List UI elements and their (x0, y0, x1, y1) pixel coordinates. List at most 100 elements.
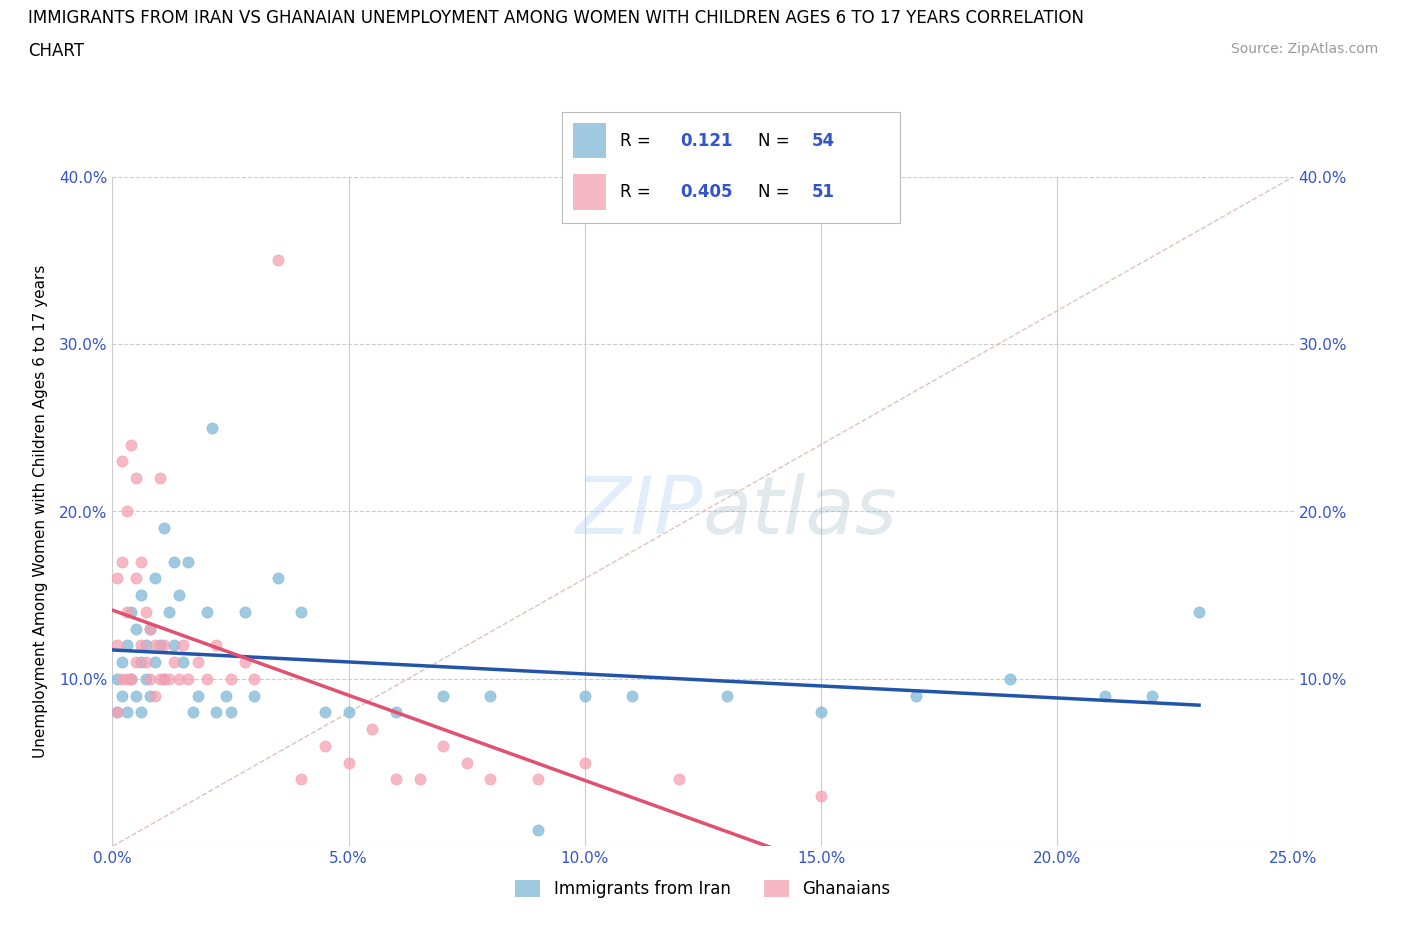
Point (167, 588, 190, 603)
Text: R =: R = (620, 183, 655, 201)
Point (139, 621, 162, 636)
Point (177, 554, 200, 569)
Point (233, 655, 256, 670)
Point (432, 688, 454, 703)
Point (904, 688, 927, 703)
Point (143, 655, 166, 670)
Point (125, 571, 148, 586)
Bar (572, 174, 606, 210)
Bar (572, 123, 606, 158)
Point (810, 705, 832, 720)
Point (314, 738, 336, 753)
Point (111, 554, 134, 569)
Point (129, 554, 152, 569)
Point (135, 655, 157, 670)
Point (135, 604, 157, 619)
Text: 0.121: 0.121 (681, 132, 733, 150)
Point (111, 454, 134, 469)
Point (1140, 688, 1163, 703)
Point (115, 671, 138, 686)
Point (149, 671, 172, 686)
Point (267, 571, 290, 586)
Y-axis label: Unemployment Among Women with Children Ages 6 to 17 years: Unemployment Among Women with Children A… (32, 265, 48, 758)
Point (215, 688, 238, 703)
Point (149, 471, 172, 485)
Point (153, 671, 176, 686)
Point (167, 671, 190, 686)
Point (120, 604, 142, 619)
Point (120, 671, 142, 686)
Point (153, 638, 176, 653)
Point (479, 772, 502, 787)
Point (139, 621, 162, 636)
Point (574, 688, 596, 703)
Point (290, 604, 312, 619)
Point (1188, 604, 1211, 619)
Text: IMMIGRANTS FROM IRAN VS GHANAIAN UNEMPLOYMENT AMONG WOMEN WITH CHILDREN AGES 6 T: IMMIGRANTS FROM IRAN VS GHANAIAN UNEMPLO… (28, 9, 1084, 27)
Text: R =: R = (620, 132, 655, 150)
Point (135, 671, 157, 686)
Legend: Immigrants from Iran, Ghanaians: Immigrants from Iran, Ghanaians (509, 873, 897, 905)
Point (143, 571, 166, 586)
Text: N =: N = (758, 183, 794, 201)
Point (385, 772, 408, 787)
Point (120, 671, 142, 686)
Point (243, 671, 266, 686)
Point (129, 638, 152, 653)
Point (153, 671, 176, 686)
Point (201, 420, 224, 435)
Point (105, 705, 128, 720)
Point (163, 655, 186, 670)
Point (233, 604, 256, 619)
Point (105, 571, 128, 586)
Text: ZIP: ZIP (575, 472, 703, 551)
Point (716, 688, 738, 703)
Point (139, 688, 162, 703)
Point (153, 521, 176, 536)
Point (111, 655, 134, 670)
Point (243, 688, 266, 703)
Point (149, 638, 172, 653)
Point (205, 705, 228, 720)
Point (163, 554, 186, 569)
Point (219, 671, 242, 686)
Text: CHART: CHART (28, 42, 84, 60)
Text: Source: ZipAtlas.com: Source: ZipAtlas.com (1230, 42, 1378, 56)
Point (181, 705, 204, 720)
Point (115, 504, 138, 519)
Point (668, 772, 690, 787)
Point (172, 638, 194, 653)
Point (186, 688, 208, 703)
Point (1094, 688, 1116, 703)
Point (163, 638, 186, 653)
Point (195, 671, 218, 686)
Point (129, 705, 152, 720)
Point (125, 655, 148, 670)
Point (267, 253, 290, 268)
Point (105, 671, 128, 686)
Point (125, 471, 148, 485)
Point (105, 705, 128, 720)
Point (479, 688, 502, 703)
Point (125, 621, 148, 636)
Point (361, 722, 384, 737)
Point (574, 755, 596, 770)
Point (998, 671, 1021, 686)
Point (172, 655, 194, 670)
Point (337, 755, 360, 770)
Text: 54: 54 (813, 132, 835, 150)
Point (526, 822, 548, 837)
Point (195, 604, 218, 619)
Point (157, 604, 180, 619)
Point (135, 638, 157, 653)
Point (408, 772, 430, 787)
Point (115, 604, 138, 619)
Point (432, 738, 454, 753)
Point (205, 638, 228, 653)
Point (385, 705, 408, 720)
Point (143, 688, 166, 703)
Point (115, 638, 138, 653)
Point (219, 705, 242, 720)
Point (290, 772, 312, 787)
Point (186, 655, 208, 670)
